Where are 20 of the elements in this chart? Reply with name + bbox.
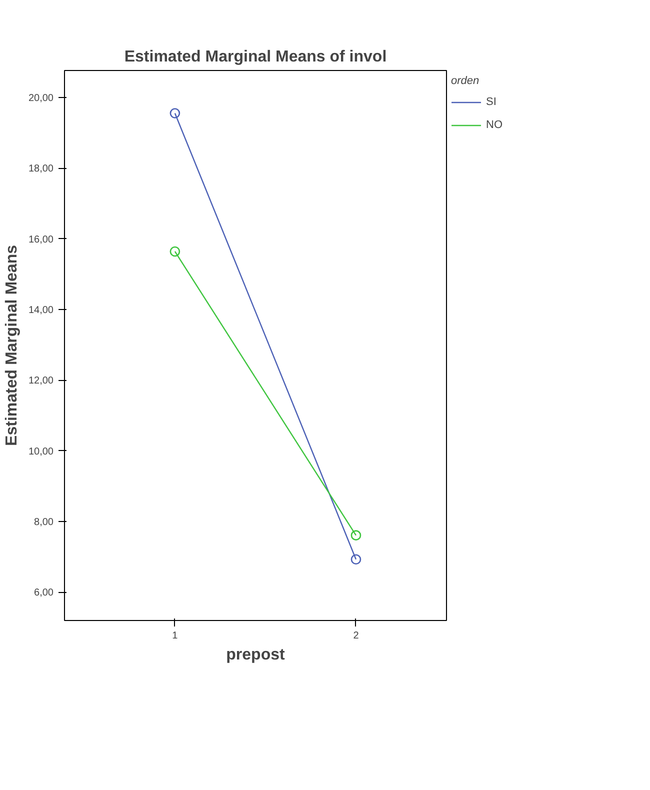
legend-label: SI: [486, 96, 498, 108]
y-tick-label: 6,00: [34, 588, 54, 599]
y-tick-label: 16,00: [28, 234, 54, 246]
legend-title: orden: [451, 75, 480, 87]
y-tick-label: 18,00: [28, 164, 54, 175]
x-tick-label: 2: [353, 630, 360, 642]
y-tick-label: 14,00: [28, 304, 54, 316]
point: [350, 530, 362, 540]
point: [170, 108, 180, 118]
legend-label: NO: [486, 119, 504, 131]
chart-title: Estimated Marginal Means of invol: [124, 48, 387, 66]
y-tick-label: 12,00: [28, 376, 54, 387]
point: [170, 246, 180, 257]
y-tick-label: 8,00: [34, 517, 54, 528]
y-tick-label: 10,00: [28, 446, 54, 458]
point: [350, 554, 362, 564]
y-axis-title: Estimated Marginal Means: [3, 244, 20, 446]
x-axis-title: prepost: [226, 646, 286, 664]
x-tick-label: 1: [172, 630, 178, 642]
y-tick-label: 20,00: [28, 92, 54, 104]
